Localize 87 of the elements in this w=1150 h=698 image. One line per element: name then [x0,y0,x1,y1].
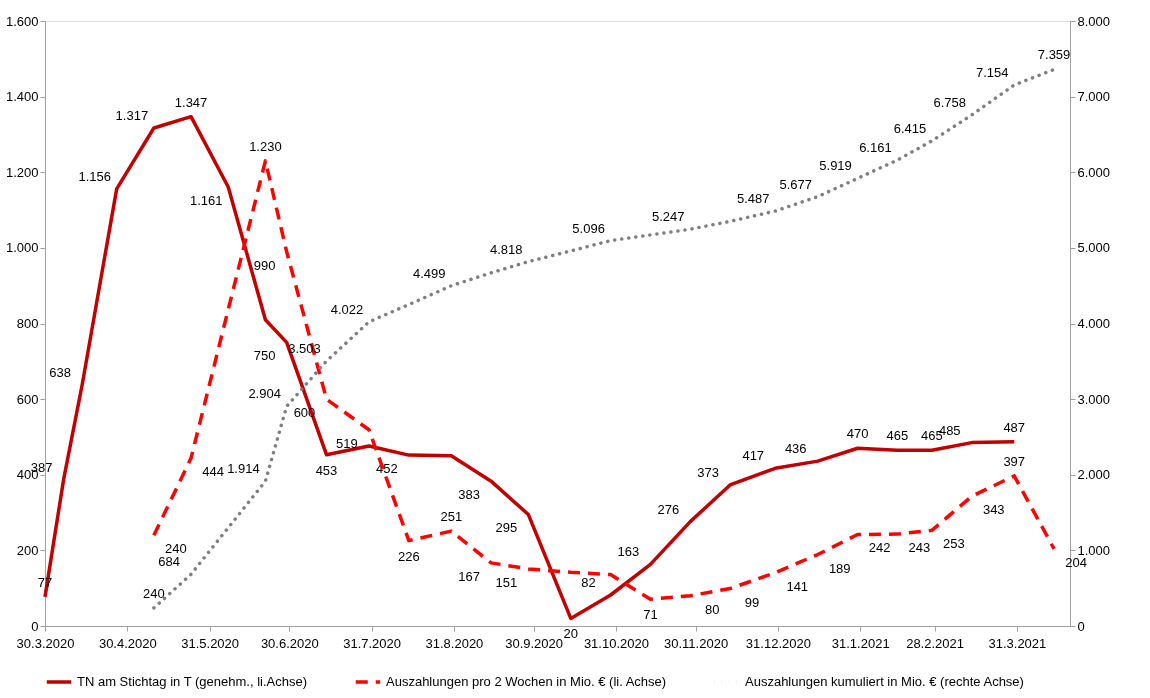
data-label: 519 [336,435,358,451]
y2-tick-label: 0 [1077,618,1085,634]
data-label: 251 [440,509,463,525]
data-label: 1.156 [78,168,111,184]
legend-label: Auszahlungen kumuliert in Mio. € (rechte Achse) [745,674,1024,689]
x-tick-label: 30.11.2020 [664,635,729,651]
x-tick-label: 31.8.2020 [425,635,484,651]
data-label: 417 [742,448,765,464]
data-label: 5.247 [652,209,685,225]
x-tick-label: 30.4.2020 [98,635,157,651]
legend-label: Auszahlungen pro 2 Wochen in Mio. € (li. Achse) [386,674,667,689]
y2-tick-label: 2.000 [1077,467,1111,483]
data-label: 5.919 [819,158,852,174]
y-tick-label: 800 [16,316,39,331]
data-label: 167 [458,568,480,584]
data-label: 99 [744,594,760,610]
data-label: 7.359 [1037,47,1071,63]
data-label: 189 [828,560,851,576]
data-label: 6.758 [933,94,967,110]
data-label: 240 [143,585,165,601]
data-label: 1.230 [249,138,282,154]
data-label: 470 [846,426,869,442]
y-tick-label: 1.000 [5,240,39,256]
y-tick-label: 0 [31,618,39,634]
data-label: 82 [581,574,596,590]
data-label: 71 [643,607,658,623]
data-label: 1.914 [227,461,260,477]
data-label: 487 [1003,419,1026,435]
data-label: 5.677 [779,176,813,192]
data-label: 5.487 [736,191,770,207]
data-label: 7.154 [975,64,1009,80]
x-tick-label: 31.5.2020 [181,635,240,651]
legend-label: TN am Stichtag in T (genehm., li.Achse) [77,674,308,689]
x-tick-label: 28.2.2021 [906,635,964,651]
y-tick-label: 200 [16,542,39,558]
data-label: 397 [1003,453,1026,469]
x-tick-label: 31.12.2020 [745,635,811,651]
data-label: 242 [868,540,891,556]
y2-tick-label: 8.000 [1077,13,1111,29]
data-label: 2.904 [248,386,281,402]
data-label: 226 [397,548,420,564]
y2-tick-label: 6.000 [1077,164,1111,180]
x-tick-label: 31.7.2020 [343,635,402,651]
x-tick-label: 31.3.2021 [988,635,1047,651]
y-tick-label: 600 [16,391,39,407]
data-label: 453 [315,462,338,478]
data-label: 253 [943,536,965,552]
x-tick-label: 31.10.2020 [583,635,649,651]
y-tick-label: 1.200 [5,164,39,180]
data-label: 5.096 [572,220,605,236]
data-label: 1.317 [115,108,149,124]
data-label: 465 [886,428,909,444]
data-label: 343 [982,502,1005,518]
x-tick-label: 31.1.2021 [831,635,890,651]
data-label: 436 [784,441,807,457]
data-label: 4.818 [490,241,523,257]
data-label: 80 [705,601,720,617]
data-label: 276 [657,501,680,517]
data-label: 295 [495,520,518,536]
data-label: 163 [617,544,640,560]
y2-tick-label: 7.000 [1077,89,1111,105]
data-label: 990 [253,257,276,273]
data-label: 151 [495,574,518,590]
data-label: 444 [202,464,224,480]
x-tick-label: 30.6.2020 [260,635,319,651]
data-label: 638 [49,364,72,380]
y-tick-label: 1.600 [5,13,39,29]
data-label: 20 [563,626,579,642]
x-tick-label: 30.3.2020 [16,635,75,651]
data-label: 6.415 [893,120,927,136]
data-label: 6.161 [859,140,892,156]
y2-tick-label: 3.000 [1077,391,1111,407]
x-tick-label: 30.9.2020 [505,635,564,651]
data-label: 750 [253,348,276,364]
data-label: 4.022 [330,301,364,317]
y2-tick-label: 4.000 [1077,316,1111,331]
y2-tick-label: 5.000 [1077,240,1111,256]
data-label: 240 [165,541,187,557]
data-label: 4.499 [413,265,446,281]
data-label: 684 [158,554,180,570]
y-tick-label: 1.400 [5,89,39,105]
data-label: 243 [908,540,931,556]
data-label: 383 [458,487,480,503]
data-label: 1.161 [189,193,223,208]
data-label: 373 [697,464,719,480]
data-label: 141 [786,578,809,594]
data-label: 1.347 [174,94,208,110]
